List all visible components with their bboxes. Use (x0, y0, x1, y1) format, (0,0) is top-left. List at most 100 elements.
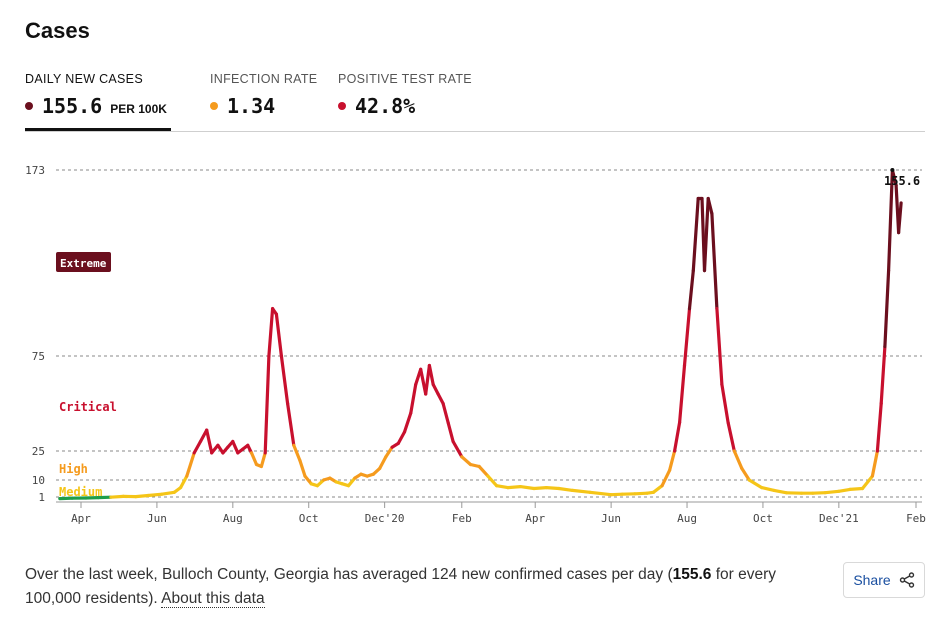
series-segment (160, 490, 176, 496)
last-value-label: 155.6 (884, 174, 920, 188)
series-segment (402, 411, 413, 434)
about-data-link[interactable]: About this data (161, 590, 265, 608)
level-label-high: High (59, 462, 88, 476)
series-segment (518, 485, 536, 491)
x-tick-label: Aug (677, 512, 697, 525)
series-segment (249, 451, 259, 467)
tab-label: POSITIVE TEST RATE (338, 72, 472, 86)
series-segment (446, 420, 455, 444)
series-segment (134, 493, 150, 499)
series-segment (259, 451, 267, 469)
series-segment (378, 455, 388, 470)
share-button[interactable]: Share (843, 562, 925, 598)
series-segment (886, 168, 895, 273)
tab-label: INFECTION RATE (210, 72, 318, 86)
series-segment (879, 344, 887, 406)
y-tick-label: 25 (32, 445, 45, 458)
series-segment (409, 382, 418, 415)
series-segment (706, 196, 714, 216)
series-segment (691, 196, 700, 273)
series-segment (660, 468, 672, 488)
series-segment (715, 307, 724, 387)
series-segment (495, 484, 510, 490)
series-segment (677, 363, 687, 425)
tab-infection-rate[interactable]: INFECTION RATE 1.34 (210, 72, 317, 118)
series-segment (431, 382, 440, 396)
series-segment (286, 401, 296, 447)
series-segment (570, 488, 592, 494)
series-segment (720, 382, 730, 425)
series-segment (544, 486, 561, 491)
series-segment (732, 449, 744, 470)
summary-highlight: 155.6 (672, 566, 712, 583)
series-segment (267, 307, 275, 358)
series-segment (346, 476, 357, 488)
series-segment (848, 486, 865, 491)
x-tick-label: Dec'21 (819, 512, 859, 525)
tab-value: 155.6 (42, 94, 103, 118)
series-segment (279, 354, 290, 406)
x-tick-label: Dec'20 (365, 512, 405, 525)
y-tick-label: 173 (25, 164, 45, 177)
series-segment (460, 455, 473, 467)
tab-value: 42.8% (355, 94, 416, 118)
series-segment (687, 268, 695, 311)
series-segment (274, 312, 283, 358)
summary-text: Over the last week, Bulloch County, Geor… (25, 563, 815, 611)
series-segment (726, 420, 736, 453)
x-tick-label: Oct (299, 512, 319, 525)
tab-positive-test-rate[interactable]: POSITIVE TEST RATE 42.8% (338, 72, 472, 118)
series-segment (557, 486, 575, 492)
series-segment (823, 489, 841, 495)
series-segment (760, 486, 776, 492)
series-segment (883, 268, 891, 349)
x-tick-label: Jun (601, 512, 621, 525)
status-dot (25, 102, 33, 110)
series-segment (837, 487, 852, 493)
series-segment (506, 485, 522, 490)
series-segment (651, 484, 664, 494)
series-segment (896, 201, 903, 235)
x-tick-label: Apr (525, 512, 545, 525)
series-segment (179, 474, 189, 490)
series-segment (860, 474, 875, 491)
level-label-critical: Critical (59, 400, 117, 414)
x-tick-label: Oct (753, 512, 773, 525)
summary-after: for every 100,000 residents). (25, 566, 777, 607)
series-segment (298, 459, 307, 478)
cases-chart: 1 10 25 75 173 Apr Jun Aug Oct Dec'20 Feb Apr Jun Aug… (25, 164, 926, 525)
series-segment (436, 392, 445, 406)
series-segment (875, 401, 883, 453)
series-segment (263, 354, 271, 455)
series-segment (682, 307, 692, 368)
series-segment (192, 439, 203, 455)
series-segment (772, 488, 789, 495)
share-label: Share (853, 572, 891, 588)
series-segment (747, 478, 764, 490)
series-segment (811, 491, 827, 495)
metric-tabs: DAILY NEW CASES 155.6 PER 100K INFECTION… (25, 72, 925, 132)
tab-daily-new-cases[interactable]: DAILY NEW CASES 155.6 PER 100K (25, 72, 171, 131)
x-tick-label: Feb (452, 512, 472, 525)
series-segment (384, 445, 394, 459)
series-segment (633, 491, 649, 496)
level-badge (56, 252, 111, 272)
y-tick-label: 75 (32, 350, 45, 363)
series-segment (441, 401, 450, 425)
series-segment (740, 466, 751, 482)
tab-label: DAILY NEW CASES (25, 72, 143, 86)
series-segment (477, 464, 490, 478)
data-point-marker (890, 168, 895, 172)
summary-before: Over the last week, Bulloch County, Geor… (25, 566, 673, 583)
y-tick-label: 1 (38, 491, 45, 504)
series-segment (870, 449, 880, 478)
series-segment (185, 451, 196, 478)
series-segment (667, 449, 677, 472)
status-dot (210, 102, 218, 110)
series-segment (588, 490, 613, 497)
page-title: Cases (25, 18, 90, 43)
y-tick-label: 10 (32, 474, 45, 487)
series-segment (146, 492, 164, 498)
x-tick-label: Feb (906, 512, 926, 525)
series-segment (532, 486, 549, 491)
